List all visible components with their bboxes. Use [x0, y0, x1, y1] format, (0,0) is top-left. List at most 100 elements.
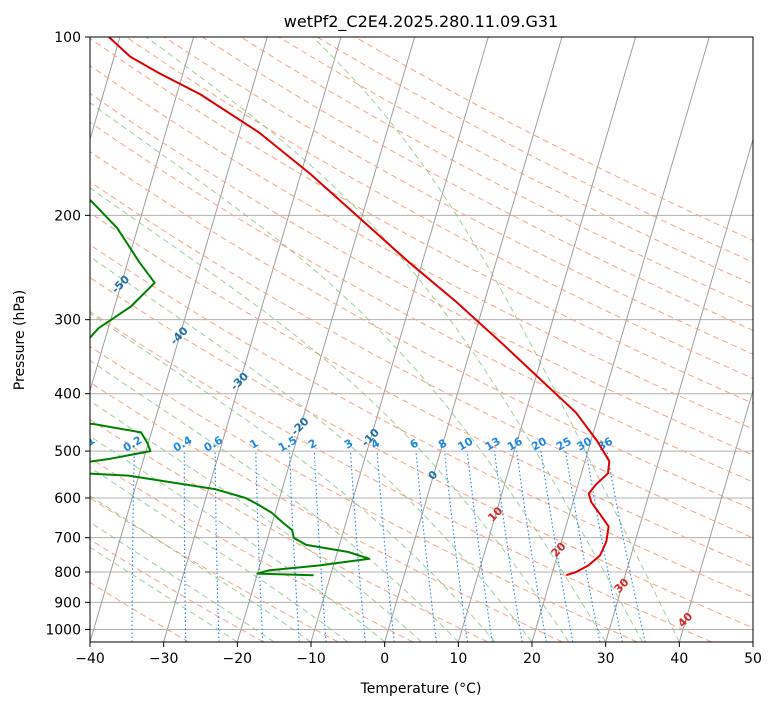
mixing-ratio-label: 1 — [247, 437, 260, 452]
dry-adiabat-line — [90, 37, 753, 404]
dry-adiabat-line — [90, 151, 753, 511]
temperature-profile — [108, 37, 611, 577]
dry-adiabat-line — [90, 277, 753, 629]
dry-adiabat-line — [90, 310, 712, 642]
isotherm-label: -70 — [0, 176, 13, 200]
dry-adiabat-line — [125, 37, 753, 380]
mixing-ratio-label: 3 — [342, 437, 355, 452]
moist-adiabat-line — [90, 359, 459, 642]
isotherm-line — [90, 37, 195, 393]
mixing-ratio-line — [131, 451, 135, 642]
x-axis-title: Temperature (°C) — [360, 681, 482, 697]
mixing-ratio-line — [493, 451, 523, 642]
isotherm-label: 20 — [549, 540, 569, 560]
dry-adiabat-line — [278, 37, 753, 285]
moist-adiabat-line — [90, 435, 386, 642]
dewpoint-profile — [90, 198, 371, 577]
dry-adiabat-line — [90, 64, 753, 430]
x-tick-label: −30 — [149, 651, 179, 667]
y-tick-label: 300 — [54, 313, 81, 329]
isotherm-line — [678, 388, 753, 642]
moist-adiabat-line — [90, 102, 607, 642]
isotherm-label: 10 — [485, 504, 505, 524]
mixing-ratio-label: 0.1 — [74, 434, 97, 455]
dry-adiabat-line — [90, 538, 264, 642]
isotherm-line — [236, 37, 416, 642]
isotherm-line — [531, 37, 710, 642]
mixing-ratio-line — [443, 451, 469, 642]
dry-adiabat-line — [90, 457, 414, 642]
dry-adiabat-line — [90, 92, 753, 456]
x-tick-label: 10 — [449, 651, 467, 667]
mixing-ratio-line — [606, 450, 646, 642]
dry-adiabat-line — [90, 212, 753, 568]
isotherm-line — [752, 640, 753, 642]
moist-adiabat-line — [90, 546, 238, 642]
dry-adiabat-line — [240, 37, 753, 308]
dry-adiabat-line — [164, 37, 753, 355]
x-tick-label: 50 — [744, 651, 762, 667]
isotherm-line — [310, 37, 489, 642]
moist-adiabat-line — [312, 37, 680, 642]
dry-adiabat-line — [90, 244, 753, 598]
y-axis-title: Pressure (hPa) — [12, 290, 28, 390]
mixing-ratio-line — [376, 451, 395, 642]
mixing-ratio-line — [466, 451, 493, 642]
x-tick-label: −10 — [296, 651, 326, 667]
moist-adiabat-line — [90, 256, 533, 642]
isotherm-label: -40 — [168, 324, 191, 348]
mixing-ratio-line — [565, 451, 601, 642]
x-tick-label: −20 — [223, 651, 253, 667]
dry-adiabat-line — [90, 121, 753, 483]
background-lines — [82, 37, 753, 642]
axis-ticks: −40 −30 −20 −10 0 10 20 30 40 5010020030040050060… — [45, 30, 762, 667]
chart-title: wetPf2_C2E4.2025.280.11.09.G31 — [284, 12, 558, 32]
isotherm-line — [457, 37, 637, 642]
y-tick-label: 1000 — [45, 622, 81, 638]
isotherm-label: 30 — [612, 575, 632, 595]
mixing-ratio-line — [82, 451, 88, 642]
moist-adiabat-line — [90, 466, 349, 642]
x-tick-label: 0 — [380, 651, 389, 667]
moist-adiabat-line — [90, 400, 422, 642]
profile-lines — [90, 37, 611, 577]
x-tick-label: 20 — [523, 651, 541, 667]
y-tick-label: 600 — [54, 491, 81, 507]
mixing-ratio-line — [214, 451, 220, 642]
isotherm-label: 40 — [675, 610, 695, 630]
y-tick-label: 100 — [54, 30, 81, 46]
dry-adiabat-line — [90, 581, 190, 642]
isotherm-label: -60 — [50, 222, 73, 246]
y-tick-label: 500 — [54, 444, 81, 460]
mixing-ratio-line — [585, 451, 623, 642]
dry-adiabat-line — [90, 345, 638, 642]
line-labels: 0.10.20.40.611.52346810131620253036-100-… — [0, 176, 696, 630]
y-tick-label: 900 — [54, 595, 81, 611]
moist-adiabat-line — [90, 495, 312, 642]
dry-adiabat-line — [202, 37, 753, 331]
moist-adiabat-line — [90, 187, 570, 642]
y-tick-label: 700 — [54, 531, 81, 547]
isotherm-label: -30 — [228, 370, 251, 394]
dry-adiabat-line — [90, 419, 488, 642]
moist-adiabat-line — [145, 37, 643, 642]
x-tick-label: 30 — [597, 651, 615, 667]
mixing-ratio-line — [516, 451, 547, 642]
y-tick-label: 400 — [54, 387, 81, 403]
moist-adiabat-line — [90, 521, 275, 642]
mixing-ratio-line — [255, 451, 264, 642]
plot-frame — [89, 36, 754, 643]
x-tick-label: −40 — [75, 651, 105, 667]
x-tick-label: 40 — [670, 651, 688, 667]
mixing-ratio-line — [415, 451, 437, 642]
isotherm-line — [605, 137, 753, 642]
isotherm-label: 0 — [426, 468, 441, 483]
isotherm-line — [163, 37, 342, 642]
moist-adiabat-line — [90, 312, 496, 642]
mixing-ratio-line — [349, 451, 366, 642]
y-tick-label: 200 — [54, 208, 81, 224]
mixing-ratio-line — [288, 451, 300, 642]
isotherm-line — [384, 37, 563, 642]
mixing-ratio-label: 2 — [306, 437, 319, 452]
